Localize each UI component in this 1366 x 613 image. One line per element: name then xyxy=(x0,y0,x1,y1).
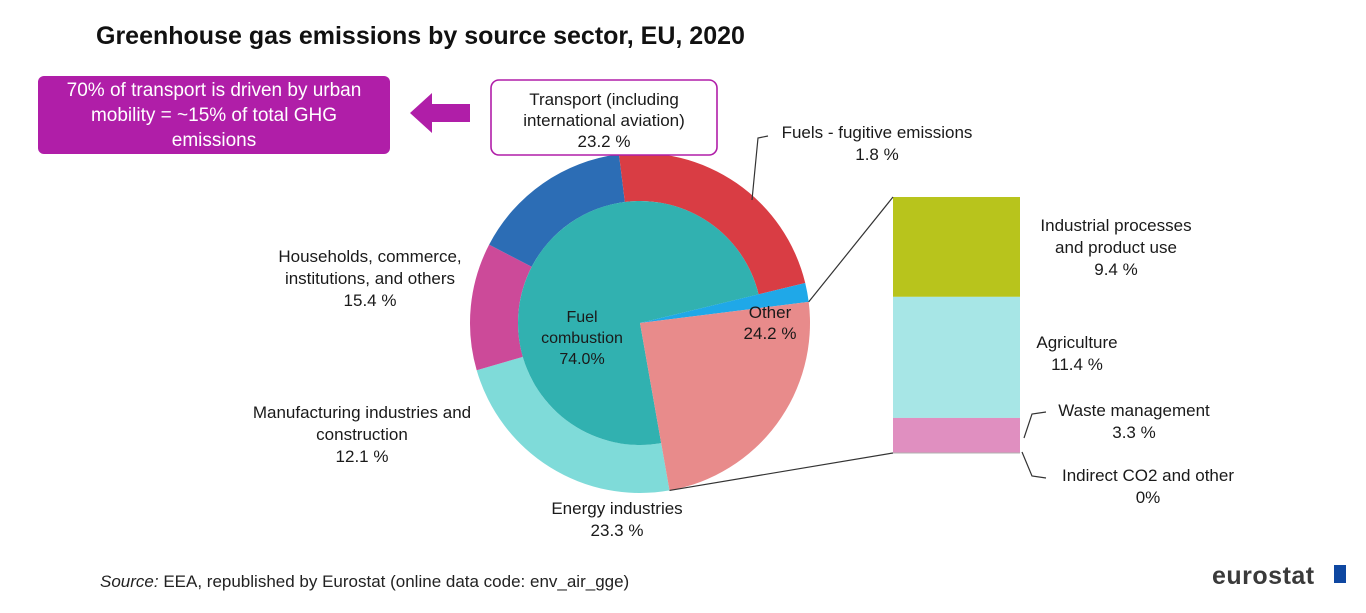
label-fugitive: Fuels - fugitive emissions 1.8 % xyxy=(782,123,973,164)
connector-bottom xyxy=(669,452,894,492)
breakdown-bar-industrial xyxy=(893,197,1020,297)
leader-waste xyxy=(1023,411,1047,439)
outer-slice-manufacturing xyxy=(469,244,532,371)
transport-label-box xyxy=(490,79,718,156)
slice-fugitive xyxy=(640,283,809,323)
source-text: EEA, republished by Eurostat (online dat… xyxy=(158,572,630,591)
label-fuel-combustion: Fuel combustion 74.0% xyxy=(541,309,623,368)
inner-slice-fuel xyxy=(517,201,759,445)
label-households: Households, commerce, institutions, and o… xyxy=(278,247,461,310)
label-agriculture: Agriculture 11.4 % xyxy=(1036,333,1117,374)
callout-arrow-icon xyxy=(410,93,470,133)
label-energy: Energy industries 23.3 % xyxy=(551,499,682,540)
eu-flag-icon xyxy=(1334,565,1346,583)
breakdown-bar-waste xyxy=(893,417,1020,453)
eurostat-logo: eurostat xyxy=(1212,562,1315,590)
label-indirect: Indirect CO2 and other 0% xyxy=(1062,466,1234,507)
connector-top xyxy=(808,196,894,303)
label-industrial: Industrial processes and product use 9.4 % xyxy=(1040,216,1191,279)
label-other: Other 24.2 % xyxy=(744,303,797,343)
source-label: Source: xyxy=(100,572,159,591)
label-transport: Transport (including international aviati… xyxy=(523,90,685,151)
chart-title: Greenhouse gas emissions by source secto… xyxy=(96,22,745,50)
transport-callout: 70% of transport is driven by urban mobi… xyxy=(38,76,390,154)
breakdown-bar-agriculture xyxy=(893,296,1020,418)
label-waste: Waste management 3.3 % xyxy=(1058,401,1210,442)
source-note: Source: EEA, republished by Eurostat (on… xyxy=(100,572,629,592)
transport-callout-text: 70% of transport is driven by urban mobi… xyxy=(66,79,362,151)
leader-indirect xyxy=(1021,451,1047,479)
outer-slice-energy xyxy=(476,356,670,494)
outer-slice-households xyxy=(489,154,625,267)
leader-fugitive xyxy=(751,135,769,201)
slice-other xyxy=(640,301,811,491)
label-manufacturing: Manufacturing industries and construction… xyxy=(253,403,471,466)
outer-slice-transport xyxy=(618,153,806,295)
